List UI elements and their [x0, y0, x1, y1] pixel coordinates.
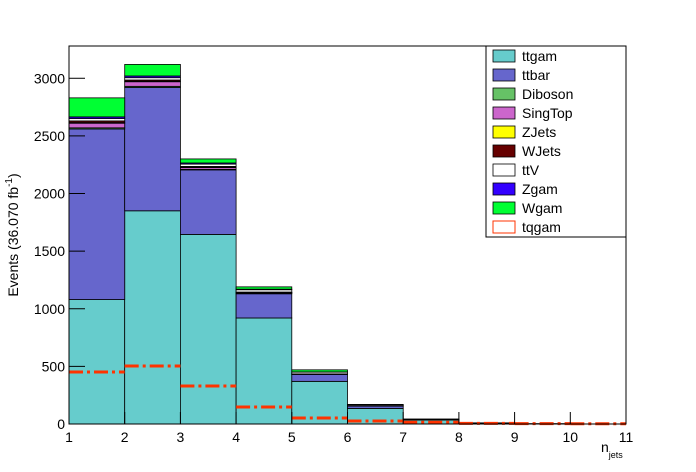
- y-tick-label: 2500: [34, 128, 65, 144]
- y-tick-label: 500: [42, 358, 66, 374]
- legend-label: ttgam: [522, 48, 557, 64]
- legend-label: ZJets: [522, 124, 556, 140]
- x-tick-label: 7: [399, 429, 407, 445]
- legend-label: ttV: [522, 162, 540, 178]
- x-axis-label: njets: [601, 439, 623, 460]
- bar-segment: [291, 374, 348, 382]
- legend-label: Zgam: [522, 181, 558, 197]
- bar-segment: [291, 369, 348, 373]
- legend-swatch: [492, 201, 516, 215]
- y-tick-label: 1500: [34, 243, 65, 259]
- x-tick-label: 9: [511, 429, 519, 445]
- x-tick-label: 2: [121, 429, 129, 445]
- y-tick-label: 3000: [34, 70, 65, 86]
- bar-segment: [235, 286, 293, 290]
- y-axis-label: Events (36.070 fb-1): [4, 173, 21, 296]
- legend-label: tqgam: [522, 219, 561, 235]
- legend-label: ttbar: [522, 67, 550, 83]
- legend-label: WJets: [522, 143, 561, 159]
- legend-swatch: [492, 163, 516, 177]
- bar-segment: [124, 87, 181, 212]
- x-label-main: n: [601, 439, 609, 455]
- bar-segment: [124, 81, 181, 87]
- x-label-sub: jets: [608, 450, 624, 460]
- bar-segment: [124, 210, 181, 425]
- bar-segment: [235, 293, 293, 319]
- legend-swatch: [492, 182, 516, 196]
- legend-swatch: [492, 125, 516, 139]
- x-tick-label: 6: [344, 429, 352, 445]
- bar-segment: [179, 158, 237, 164]
- x-tick-label: 5: [288, 429, 296, 445]
- bar-segment: [179, 169, 237, 235]
- legend-swatch: [492, 144, 516, 158]
- bar-segment: [68, 97, 126, 118]
- y-label-sup: -1: [4, 178, 15, 187]
- x-tick-label: 11: [619, 429, 634, 445]
- x-tick-label: 4: [232, 429, 240, 445]
- legend-swatch: [492, 49, 516, 63]
- y-tick-label: 0: [57, 416, 65, 432]
- legend-swatch: [492, 106, 516, 120]
- bar-segment: [124, 64, 181, 77]
- bar-segment: [68, 299, 126, 425]
- bar-segment: [68, 122, 126, 129]
- y-label-end: ): [5, 173, 21, 178]
- y-label-main: Events (36.070 fb: [5, 187, 21, 297]
- legend-swatch: [492, 87, 516, 101]
- bar-segment: [68, 128, 126, 300]
- legend-swatch: [492, 220, 516, 234]
- x-tick-label: 3: [177, 429, 185, 445]
- y-tick-label: 1000: [34, 301, 65, 317]
- legend-label: Diboson: [522, 86, 573, 102]
- legend-label: SingTop: [522, 105, 573, 121]
- legend-label: Wgam: [522, 200, 562, 216]
- bar-segment: [179, 234, 237, 425]
- y-tick-label: 2000: [34, 186, 65, 202]
- bar-segment: [347, 404, 404, 406]
- x-tick-label: 8: [455, 429, 463, 445]
- x-tick-label: 10: [563, 429, 579, 445]
- x-tick-label: 1: [65, 429, 73, 445]
- legend-swatch: [492, 68, 516, 82]
